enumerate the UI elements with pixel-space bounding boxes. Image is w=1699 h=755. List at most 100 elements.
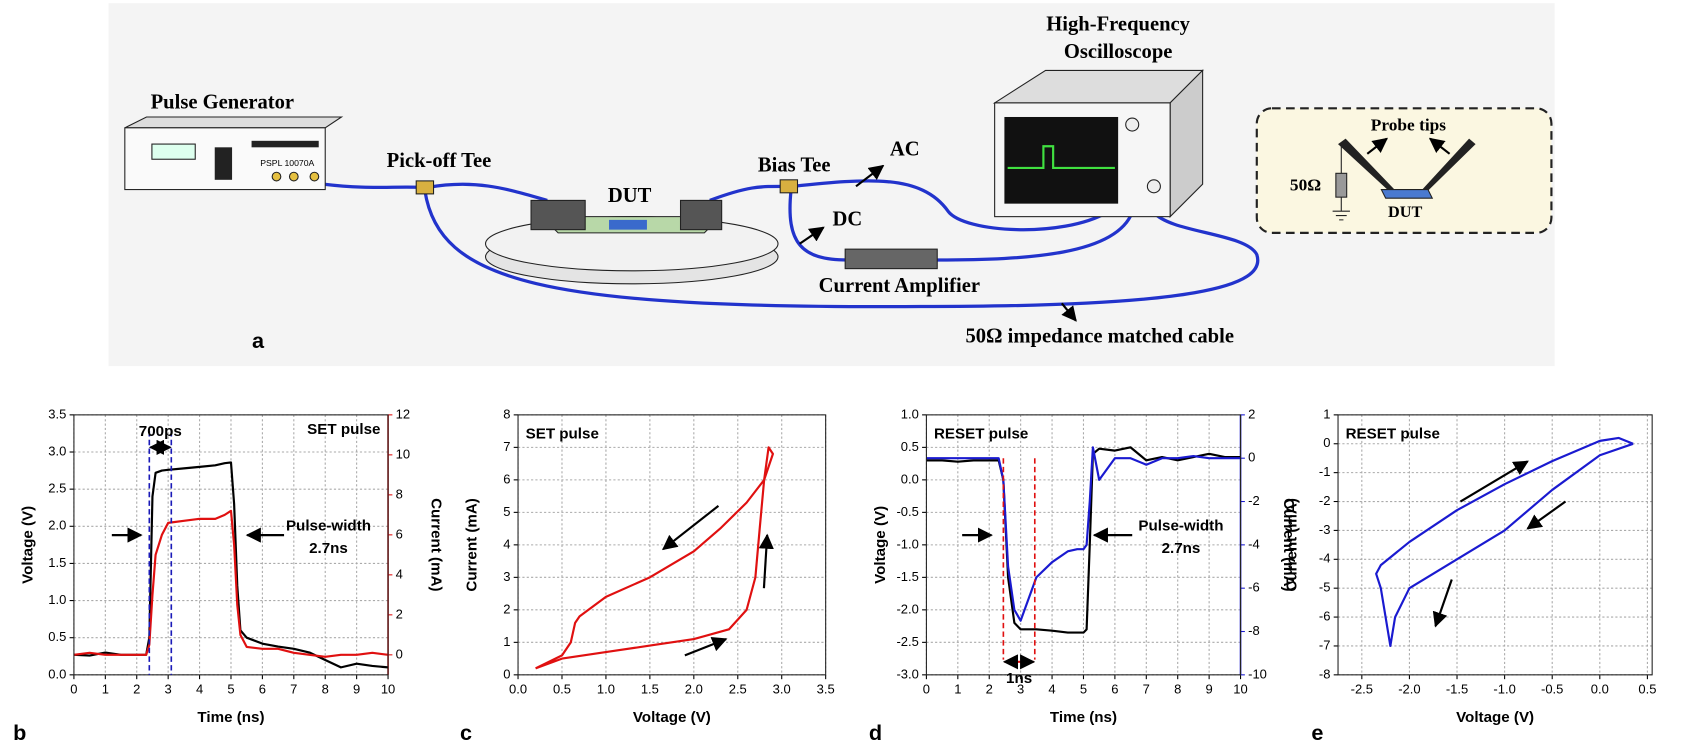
x-tick-label: -1.0 [1493, 681, 1515, 696]
label: Current Amplifier [819, 275, 980, 297]
x-tick-label: 4 [1048, 681, 1055, 696]
y-tick-label: 2.0 [48, 518, 66, 533]
y2-tick-label: 4 [396, 566, 403, 581]
y2-tick-label: -6 [1248, 580, 1260, 595]
x-tick-label: 7 [290, 681, 297, 696]
knob [1125, 117, 1140, 132]
y-tick-label: 3.5 [48, 406, 66, 421]
resistor [1335, 172, 1348, 198]
x-tick-label: 3 [165, 681, 172, 696]
y-tick-label: -2.5 [896, 634, 918, 649]
arrow [1526, 500, 1567, 530]
x-tick-label: 3.5 [817, 681, 835, 696]
x-tick-label: 0.5 [553, 681, 571, 696]
y-tick-label: -6 [1319, 609, 1331, 624]
x-tick-label: 6 [1111, 681, 1118, 696]
y-tick-label: 0.0 [901, 471, 919, 486]
y-tick-label: 6 [503, 471, 510, 486]
cable [937, 211, 1134, 262]
y-tick-label: 0 [1323, 435, 1330, 450]
annotation: 2.7ns [1162, 540, 1201, 557]
x-tick-label: 10 [1233, 681, 1247, 696]
x-tick-label: 9 [353, 681, 360, 696]
y-tick-label: -3 [1319, 522, 1331, 537]
arrow [661, 505, 720, 551]
y-tick-label: 1.0 [48, 592, 66, 607]
label: High-Frequency [1046, 14, 1190, 36]
label: Pulse Generator [151, 92, 294, 114]
arrow [1366, 137, 1388, 155]
knob [1146, 179, 1161, 194]
x-tick-label: -2.0 [1398, 681, 1420, 696]
plot-frame [925, 414, 1242, 676]
y-tick-label: -8 [1319, 666, 1331, 681]
y2-tick-label: -10 [1248, 666, 1267, 681]
x-tick-label: -1.5 [1446, 681, 1468, 696]
x-axis-label: Time (ns) [197, 709, 264, 726]
annotation: 2.7ns [309, 540, 348, 557]
x-tick-label: 0.0 [1591, 681, 1609, 696]
inset-dut [1380, 189, 1434, 199]
y-tick-label: -5 [1319, 580, 1331, 595]
x-tick-label: 1.5 [641, 681, 659, 696]
y2-tick-label: 2 [396, 606, 403, 621]
annotation: Pulse-width [1138, 517, 1223, 534]
span-label: 1ns [1006, 670, 1032, 687]
panel-label: a [252, 328, 265, 353]
y-tick-label: -3.0 [896, 666, 918, 681]
x-tick-label: 1 [954, 681, 961, 696]
y2-tick-label: -2 [1248, 493, 1260, 508]
label: Oscilloscope [1064, 41, 1173, 63]
series-line [535, 446, 774, 670]
panel-label: d [869, 720, 882, 745]
plot-frame [517, 414, 827, 676]
y-axis-label: Current (mA) [464, 498, 481, 591]
cable [709, 184, 787, 202]
probe-head [679, 199, 723, 231]
series-line [73, 509, 389, 658]
chart-title: SET pulse [526, 425, 599, 442]
y-tick-label: 1 [1323, 406, 1330, 421]
arrow [1060, 302, 1077, 322]
connector [271, 171, 282, 182]
scope-screen [1004, 116, 1119, 204]
y-tick-label: -1.0 [896, 536, 918, 551]
y2-tick-label: -8 [1248, 623, 1260, 638]
generator-display [151, 143, 196, 160]
label: 50Ω impedance matched cable [965, 326, 1234, 348]
y-tick-label: 7 [503, 439, 510, 454]
arrow [1428, 137, 1451, 155]
label: Bias Tee [758, 155, 831, 177]
panel-label: e [1311, 720, 1323, 745]
current-amplifier [844, 248, 938, 270]
pickoff-tee [415, 180, 435, 195]
arrow [758, 533, 774, 589]
setup-diagram: PSPL 10070A Pulse Generator Pick-off Tee… [108, 3, 1555, 367]
y-tick-label: 1 [503, 634, 510, 649]
x-tick-label: 8 [1174, 681, 1181, 696]
probe-tip [1338, 138, 1398, 195]
y2-axis-label: Current (mA) [1280, 498, 1297, 591]
x-tick-label: 2 [986, 681, 993, 696]
label: DUT [608, 185, 652, 207]
y2-tick-label: 0 [396, 646, 403, 661]
connector [288, 171, 299, 182]
y-tick-label: -0.5 [896, 504, 918, 519]
chart-title: RESET pulse [1346, 425, 1440, 442]
arrow [799, 226, 825, 245]
x-tick-label: 3.0 [773, 681, 791, 696]
y-axis-label: Voltage (V) [19, 506, 36, 584]
probe-tip [1419, 138, 1476, 195]
y-tick-label: 0 [503, 666, 510, 681]
span-label: 700ps [139, 423, 182, 440]
y2-tick-label: 12 [396, 406, 410, 421]
y-tick-label: -1.5 [896, 569, 918, 584]
y-tick-label: 1.0 [901, 406, 919, 421]
x-tick-label: 2.5 [729, 681, 747, 696]
arrow [684, 637, 728, 657]
cable [793, 179, 1109, 232]
arrow [855, 164, 885, 188]
panel-label: b [13, 720, 26, 745]
cable [427, 182, 548, 202]
